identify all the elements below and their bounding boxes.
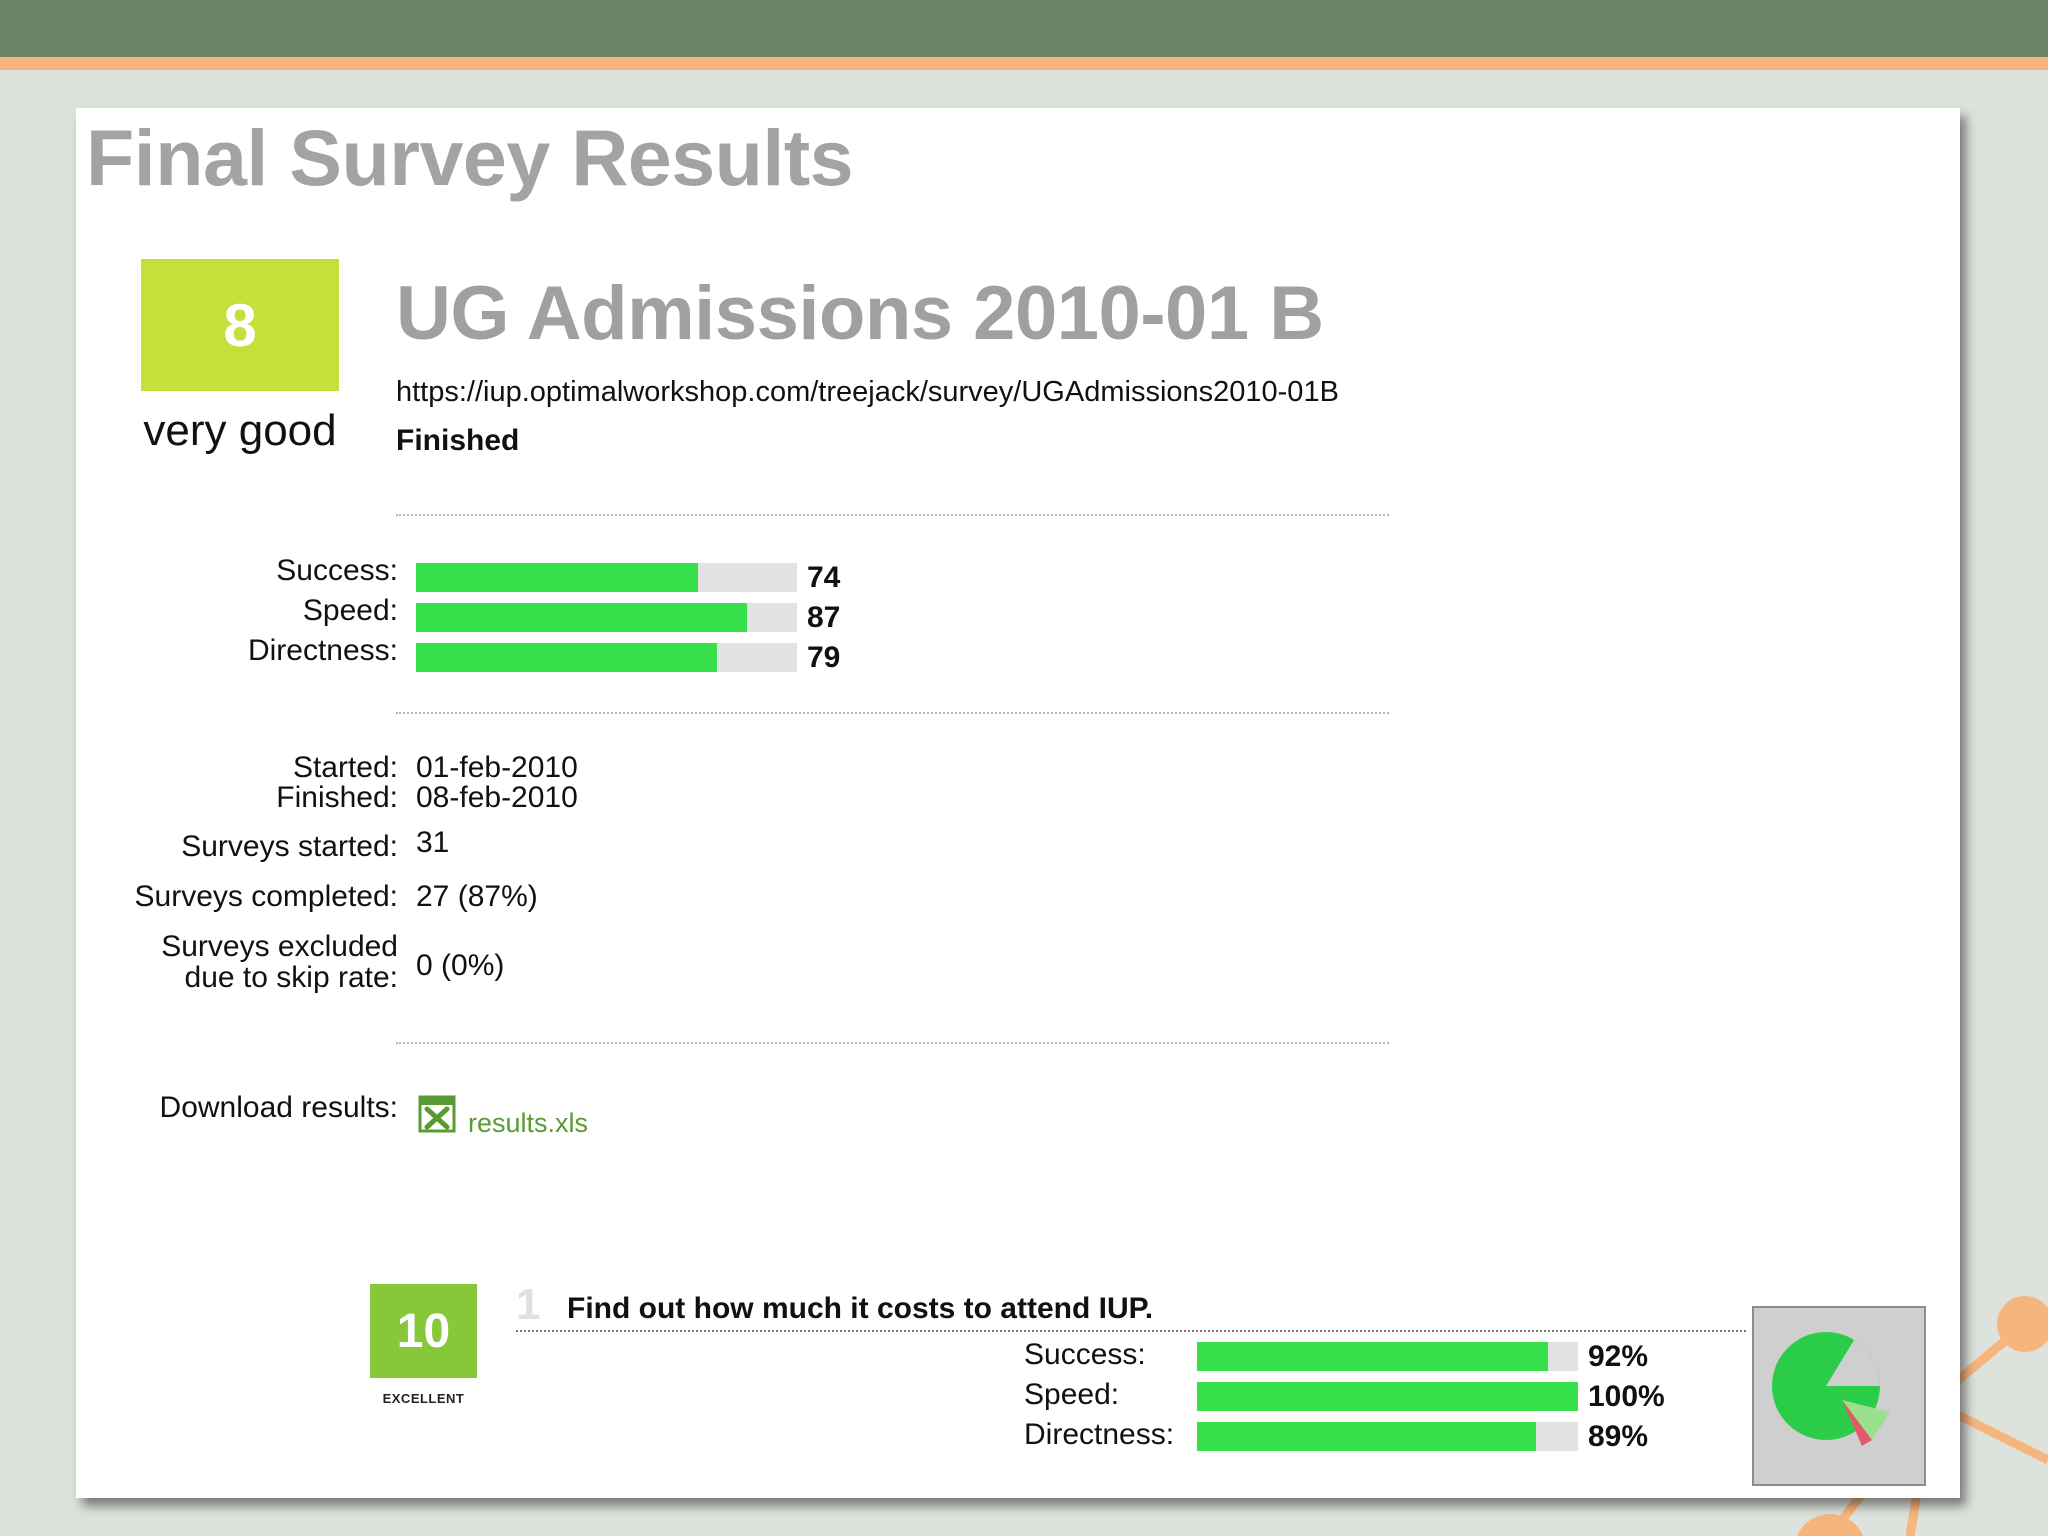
task-success-bar	[1197, 1342, 1578, 1371]
task-pie-thumbnail[interactable]	[1752, 1306, 1926, 1486]
survey-status: Finished	[396, 424, 520, 457]
surveys-started-label: Surveys started:	[181, 830, 398, 863]
metric-value-speed: 87	[807, 601, 841, 634]
task-metric-label-directness: Directness:	[1024, 1418, 1175, 1451]
pie-chart-icon	[1772, 1332, 1890, 1446]
task-score-label: EXCELLENT	[382, 1391, 465, 1406]
overall-score-badge: 8	[141, 259, 339, 391]
speed-bar	[416, 603, 797, 632]
divider	[396, 712, 1389, 714]
divider	[396, 1042, 1389, 1044]
download-results-label: Download results:	[159, 1091, 398, 1124]
metric-value-success: 74	[807, 561, 841, 594]
task-metric-label-success: Success:	[1024, 1338, 1146, 1371]
surveys-excluded-label-line2: due to skip rate:	[184, 961, 398, 994]
success-bar-fill	[416, 563, 698, 592]
surveys-excluded-label-line1: Surveys excluded	[161, 930, 398, 963]
started-label: Started:	[292, 751, 398, 784]
task-metric-label-speed: Speed:	[1024, 1378, 1120, 1411]
task-number: 1	[516, 1280, 541, 1329]
surveys-started-value: 31	[416, 826, 450, 859]
survey-title: UG Admissions 2010-01 B	[396, 271, 1324, 356]
task-directness-bar	[1197, 1422, 1578, 1451]
metric-label-speed: Speed:	[302, 594, 398, 627]
divider	[396, 514, 1389, 516]
survey-url[interactable]: https://iup.optimalworkshop.com/treejack…	[396, 376, 1339, 408]
results-file-link[interactable]: results.xls	[468, 1108, 589, 1138]
finished-label: Finished:	[276, 781, 398, 814]
task-metric-value-success: 92%	[1588, 1340, 1649, 1373]
excel-file-icon[interactable]	[418, 1095, 456, 1133]
task-title: Find out how much it costs to attend IUP…	[567, 1292, 1154, 1325]
speed-bar-fill	[416, 603, 748, 632]
directness-bar-fill	[416, 643, 717, 672]
task-speed-bar	[1197, 1382, 1578, 1411]
overall-score-label: very good	[143, 406, 337, 455]
task-score-badge: 10	[370, 1284, 477, 1378]
top-header-bar	[0, 0, 2048, 57]
metric-label-success: Success:	[276, 554, 398, 587]
page-title: Final Survey Results	[86, 113, 854, 202]
task-divider	[516, 1330, 1746, 1332]
finished-value: 08-feb-2010	[416, 781, 578, 814]
surveys-excluded-value: 0 (0%)	[416, 949, 505, 982]
metric-value-directness: 79	[807, 641, 841, 674]
metric-label-directness: Directness:	[247, 634, 398, 667]
surveys-completed-label: Surveys completed:	[134, 880, 398, 913]
task-speed-bar-fill	[1197, 1382, 1578, 1411]
success-bar	[416, 563, 797, 592]
task-success-bar-fill	[1197, 1342, 1548, 1371]
task-metric-value-speed: 100%	[1588, 1380, 1665, 1413]
task-directness-bar-fill	[1197, 1422, 1537, 1451]
surveys-completed-value: 27 (87%)	[416, 880, 538, 913]
directness-bar	[416, 643, 797, 672]
results-panel: Final Survey Results 8 very good UG Admi…	[76, 108, 1960, 1498]
task-metric-value-directness: 89%	[1588, 1420, 1649, 1453]
header-accent-stripe	[0, 57, 2048, 70]
started-value: 01-feb-2010	[416, 751, 578, 784]
